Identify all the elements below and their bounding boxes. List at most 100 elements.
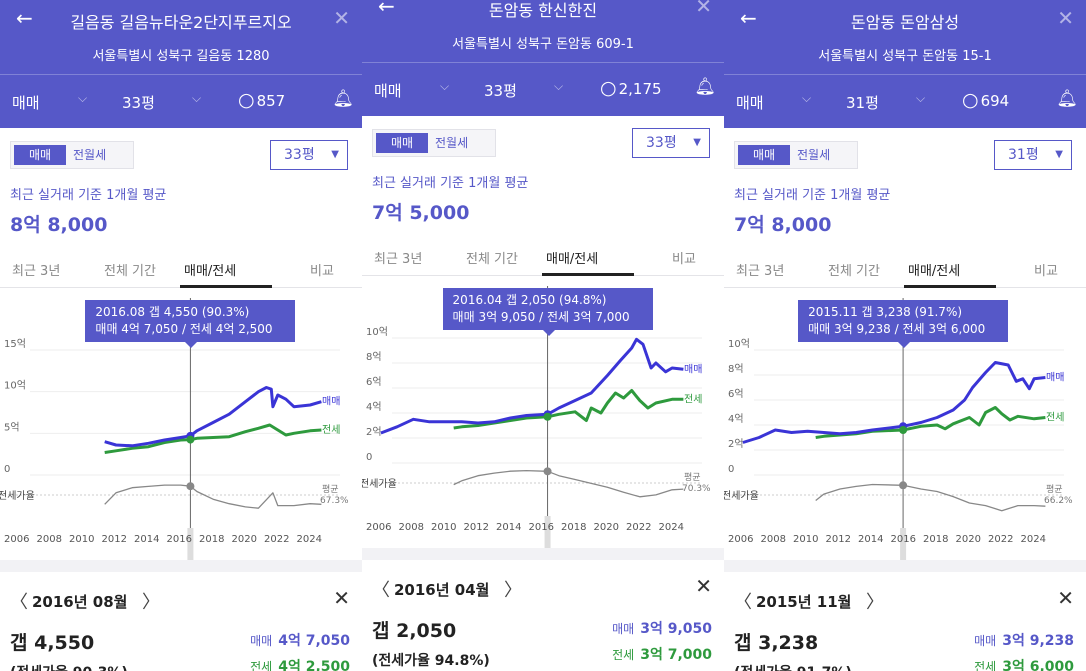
- avg-ratio-value: 66.2%: [1044, 496, 1073, 506]
- close-detail-icon[interactable]: ✕: [695, 574, 712, 598]
- back-arrow-icon[interactable]: ←: [378, 0, 395, 18]
- back-arrow-icon[interactable]: ←: [740, 6, 757, 30]
- avg-ratio-label: 평균: [322, 484, 339, 495]
- gap-value: 갭 4,550: [10, 632, 95, 654]
- sale-price-row: 매매 4억 7,050: [250, 630, 350, 650]
- y-tick-label: 0: [4, 464, 10, 475]
- close-detail-icon[interactable]: ✕: [1057, 586, 1074, 610]
- x-tick-label: 2014: [134, 534, 159, 545]
- chevron-down-icon[interactable]: ⌵: [554, 79, 564, 93]
- chevron-right-icon[interactable]: 〉: [504, 580, 522, 601]
- comments-button[interactable]: ○ 2,175: [600, 77, 662, 99]
- cursor-handle: [900, 528, 907, 560]
- y-tick-label: 6억: [728, 388, 744, 400]
- cursor-handle: [544, 516, 551, 548]
- chevron-left-icon[interactable]: 〈: [372, 580, 390, 601]
- y-tick-label: 0: [366, 452, 372, 463]
- y-tick-label: 5억: [4, 421, 20, 433]
- x-tick-label: 2024: [659, 522, 684, 533]
- trade-type-dropdown[interactable]: 매매: [374, 82, 402, 100]
- tab-recent-3y[interactable]: 최근 3년: [736, 264, 785, 279]
- comment-count: 694: [980, 92, 1010, 110]
- size-select[interactable]: 33평 ▼: [632, 128, 710, 158]
- tab-compare[interactable]: 비교: [310, 264, 334, 279]
- x-tick-label: 2006: [728, 534, 753, 545]
- size-dropdown[interactable]: 31평: [846, 94, 879, 112]
- jeonse-price: 3억 7,000: [640, 647, 712, 663]
- comments-button[interactable]: ○ 694: [962, 89, 1009, 111]
- y-tick-label: 0: [728, 464, 734, 475]
- size-select[interactable]: 31평 ▼: [994, 140, 1072, 170]
- comment-count: 857: [256, 92, 286, 110]
- x-tick-label: 2018: [923, 534, 948, 545]
- tab-all-period[interactable]: 전체 기간: [466, 252, 518, 267]
- close-detail-icon[interactable]: ✕: [333, 586, 350, 610]
- address: 서울특별시 성북구 돈암동 609-1: [452, 37, 634, 52]
- chevron-down-icon[interactable]: ⌵: [916, 91, 926, 105]
- chevron-down-icon[interactable]: ⌵: [192, 91, 202, 105]
- trade-type-dropdown[interactable]: 매매: [12, 94, 40, 112]
- tooltip-arrow: [898, 342, 911, 348]
- segment-sale-button[interactable]: 매매: [376, 133, 428, 153]
- close-icon[interactable]: ✕: [333, 6, 350, 30]
- legend-sale: 매매: [684, 363, 702, 375]
- sale-label: 매매: [612, 622, 635, 636]
- active-tab-underline: [180, 285, 272, 288]
- tab-sale-jeonse[interactable]: 매매/전세: [184, 264, 237, 279]
- chevron-down-icon[interactable]: ⌵: [78, 91, 88, 105]
- avg-ratio-value: 67.3%: [320, 496, 349, 506]
- tab-compare[interactable]: 비교: [672, 252, 696, 267]
- y-tick-label: 8억: [366, 351, 382, 363]
- segment-sale-button[interactable]: 매매: [14, 145, 66, 165]
- x-tick-label: 2022: [626, 522, 651, 533]
- ratio-label: 전세가율: [362, 478, 397, 490]
- tab-sale-jeonse[interactable]: 매매/전세: [908, 264, 961, 279]
- bell-icon[interactable]: 🔔︎: [332, 89, 354, 109]
- selected-month: 2016년 08월: [32, 593, 128, 611]
- y-tick-label: 10억: [4, 380, 26, 392]
- close-icon[interactable]: ✕: [1057, 6, 1074, 30]
- chevron-right-icon[interactable]: 〉: [142, 592, 160, 613]
- bell-icon[interactable]: 🔔︎: [1056, 89, 1078, 109]
- size-select[interactable]: 33평 ▼: [270, 140, 348, 170]
- tooltip-line2: 매매 4억 7,050 / 전세 4억 2,500: [95, 322, 273, 336]
- x-tick-label: 2022: [264, 534, 289, 545]
- tab-all-period[interactable]: 전체 기간: [828, 264, 880, 279]
- tab-sale-jeonse[interactable]: 매매/전세: [546, 252, 599, 267]
- caret-down-icon: ▼: [693, 137, 701, 148]
- size-dropdown[interactable]: 33평: [484, 82, 517, 100]
- trade-segment: 매매 전월세: [734, 141, 858, 169]
- close-icon[interactable]: ✕: [695, 0, 712, 18]
- chart-tooltip: 2016.04 갭 2,050 (94.8%) 매매 3억 9,050 / 전세 …: [442, 288, 653, 336]
- back-arrow-icon[interactable]: ←: [16, 6, 33, 30]
- sale-price: 4억 7,050: [278, 633, 350, 649]
- comments-button[interactable]: ○ 857: [238, 89, 285, 111]
- trade-type-dropdown[interactable]: 매매: [736, 94, 764, 112]
- chevron-down-icon[interactable]: ⌵: [802, 91, 812, 105]
- chevron-down-icon[interactable]: ⌵: [440, 79, 450, 93]
- tooltip-line1: 2016.08 갭 4,550 (90.3%): [95, 305, 250, 319]
- segment-rent-button[interactable]: 전월세: [73, 148, 107, 162]
- tab-recent-3y[interactable]: 최근 3년: [374, 252, 423, 267]
- x-tick-label: 2008: [761, 534, 786, 545]
- chevron-right-icon[interactable]: 〉: [866, 592, 884, 613]
- size-dropdown[interactable]: 33평: [122, 94, 155, 112]
- chevron-left-icon[interactable]: 〈: [734, 592, 752, 613]
- chevron-left-icon[interactable]: 〈: [10, 592, 28, 613]
- x-tick-label: 2006: [366, 522, 391, 533]
- tab-compare[interactable]: 비교: [1034, 264, 1058, 279]
- ratio-label: 전세가율: [0, 490, 35, 502]
- bell-icon[interactable]: 🔔︎: [694, 77, 716, 97]
- segment-sale-button[interactable]: 매매: [738, 145, 790, 165]
- sale-series-line: [380, 337, 684, 435]
- segment-rent-button[interactable]: 전월세: [435, 136, 469, 150]
- active-tab-underline: [542, 273, 634, 276]
- avg-price: 7억 5,000: [372, 202, 470, 224]
- segment-rent-button[interactable]: 전월세: [797, 148, 831, 162]
- tab-recent-3y[interactable]: 최근 3년: [12, 264, 61, 279]
- chart-tooltip: 2016.08 갭 4,550 (90.3%) 매매 4억 7,050 / 전세 …: [85, 300, 296, 348]
- caret-down-icon: ▼: [1055, 149, 1063, 160]
- period-tabs: 최근 3년 전체 기간 매매/전세 비교: [724, 248, 1086, 288]
- tab-all-period[interactable]: 전체 기간: [104, 264, 156, 279]
- ratio-point: [186, 482, 195, 491]
